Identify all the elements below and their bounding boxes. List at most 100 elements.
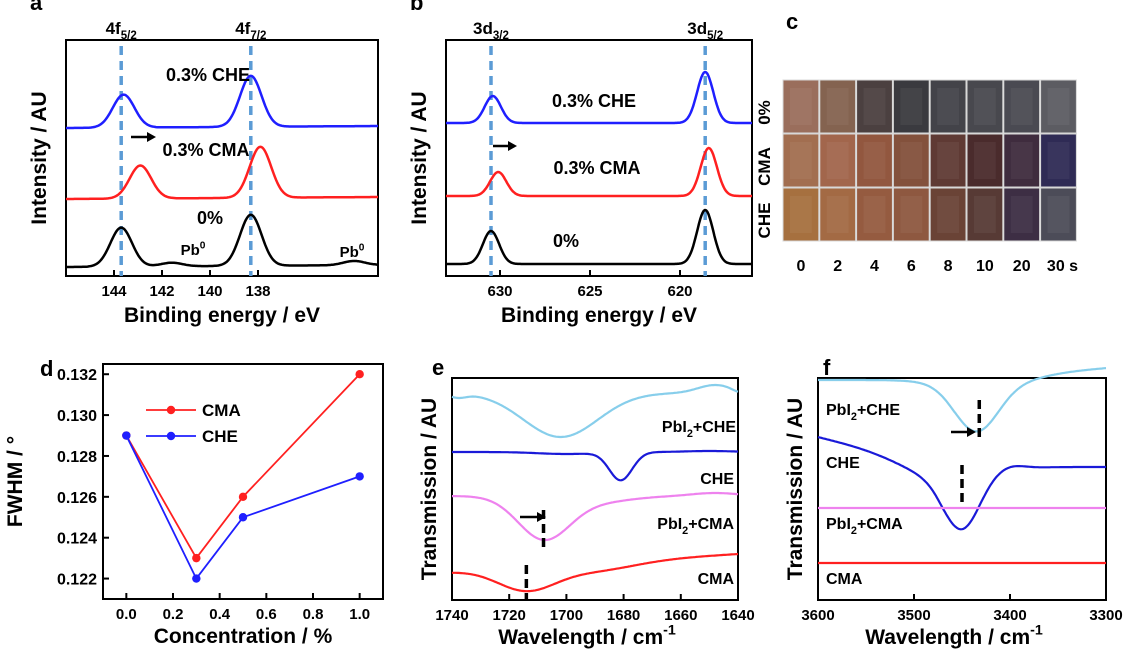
film-tile-center <box>1010 88 1033 125</box>
series-line-1 <box>125 435 360 580</box>
panel-a-xps-pb4f: a 144 142 140 138 Binding energy / eV Intensit… <box>28 0 379 327</box>
film-tile <box>929 133 967 188</box>
panel-letter: e <box>432 355 444 380</box>
x-tick-label: 142 <box>149 283 174 300</box>
pb0-label: Pb0 <box>181 240 206 259</box>
film-tile <box>929 79 967 134</box>
film-tile-center <box>826 142 849 179</box>
x-tick-label: 0.4 <box>209 606 231 623</box>
film-tile-center <box>863 142 886 179</box>
data-point <box>238 492 248 502</box>
time-label: 2 <box>833 258 842 275</box>
x-tick-label: 1740 <box>435 607 468 624</box>
series-label: PbI2+CHE <box>662 419 736 440</box>
film-tile <box>782 79 820 134</box>
film-tile <box>966 187 1004 242</box>
series-line-1 <box>817 436 1106 531</box>
shift-arrow-head <box>537 512 546 522</box>
series-line-0 <box>451 383 739 439</box>
film-tile <box>782 187 820 242</box>
film-tile <box>819 79 857 134</box>
film-tile <box>856 133 893 188</box>
film-tile-center <box>1010 142 1033 179</box>
film-tile-center <box>1047 88 1070 125</box>
y-tick-label: 0.132 <box>57 367 97 384</box>
film-tile <box>856 79 893 134</box>
y-tick-label: 0.128 <box>57 449 97 466</box>
x-tick-label: 1660 <box>664 607 697 624</box>
film-tile <box>966 133 1004 188</box>
x-tick-label: 3600 <box>801 607 834 624</box>
series-label: 0% <box>197 208 223 228</box>
film-tile <box>782 133 820 188</box>
time-label: 0 <box>796 258 805 275</box>
x-tick-label: 138 <box>245 283 270 300</box>
pb0-label: Pb0 <box>340 242 365 261</box>
series-line-1 <box>65 145 379 201</box>
x-tick-label: 625 <box>577 283 602 300</box>
time-label: 20 <box>1013 258 1031 275</box>
film-tile-center <box>826 196 849 233</box>
legend-swatch-marker <box>166 431 176 441</box>
series-label: 0.3% CHE <box>166 65 250 85</box>
series-label: CMA <box>826 571 863 588</box>
x-tick-label: 0.0 <box>116 606 137 623</box>
x-tick-label: 3400 <box>993 607 1026 624</box>
series-line-0 <box>65 74 379 130</box>
x-tick-label: 3500 <box>897 607 930 624</box>
series-label: 0% <box>553 231 579 251</box>
row-label: CHE <box>755 203 774 239</box>
series-label: PbI2+CHE <box>826 402 900 423</box>
ftir-plot-frame <box>451 377 739 601</box>
film-tile-center <box>974 142 996 179</box>
y-axis-title: Intensity / AU <box>28 91 51 224</box>
ftir-plot-frame <box>817 377 1107 601</box>
peak-label: 3d5/2 <box>687 19 723 42</box>
film-tile-center <box>1047 142 1070 179</box>
film-tile-center <box>937 142 959 179</box>
series-line-3 <box>452 552 739 593</box>
series-label: CHE <box>826 455 860 472</box>
series-label: CHE <box>700 471 734 488</box>
x-tick-label: 0.6 <box>256 606 277 623</box>
series-label: 0.3% CHE <box>552 91 636 111</box>
film-tile <box>892 133 930 188</box>
film-tile-center <box>974 88 996 125</box>
legend-label: CHE <box>202 427 238 446</box>
data-point <box>238 513 248 522</box>
panel-letter: d <box>40 356 53 381</box>
y-axis-title: FWHM / ° <box>4 436 27 527</box>
series-line-1 <box>445 146 753 198</box>
row-label: CMA <box>755 147 774 186</box>
data-point <box>122 431 131 440</box>
film-tile-center <box>863 196 886 233</box>
y-axis-title: Intensity / AU <box>408 91 431 224</box>
data-point <box>192 574 201 583</box>
x-tick-label: 3300 <box>1089 607 1122 624</box>
film-tile-center <box>826 88 849 125</box>
film-tile <box>966 79 1004 134</box>
x-tick-label: 1.0 <box>349 606 370 623</box>
x-tick-label: 620 <box>667 283 692 300</box>
panel-letter: a <box>30 0 43 15</box>
series-line-0 <box>125 373 361 559</box>
time-label: 6 <box>907 258 916 275</box>
y-axis-title: Transmission / AU <box>418 398 441 580</box>
x-axis-title: Binding energy / eV <box>124 304 320 327</box>
film-tile-center <box>1010 196 1033 233</box>
y-axis-title: Transmission / AU <box>784 398 807 580</box>
data-point <box>355 472 364 481</box>
xps-plot-frame <box>445 39 753 277</box>
row-label: 0% <box>755 100 774 125</box>
film-tile <box>1040 133 1077 188</box>
series-line-0 <box>445 70 753 125</box>
data-point <box>192 553 201 563</box>
film-tile-center <box>974 196 996 233</box>
film-tile <box>1003 187 1041 242</box>
film-tile <box>892 79 930 134</box>
x-tick-label: 1640 <box>721 607 754 624</box>
y-tick-label: 0.126 <box>57 490 97 507</box>
x-tick-label: 1680 <box>607 607 640 624</box>
x-axis-title: Concentration / % <box>154 625 333 648</box>
film-tile-center <box>790 142 812 179</box>
